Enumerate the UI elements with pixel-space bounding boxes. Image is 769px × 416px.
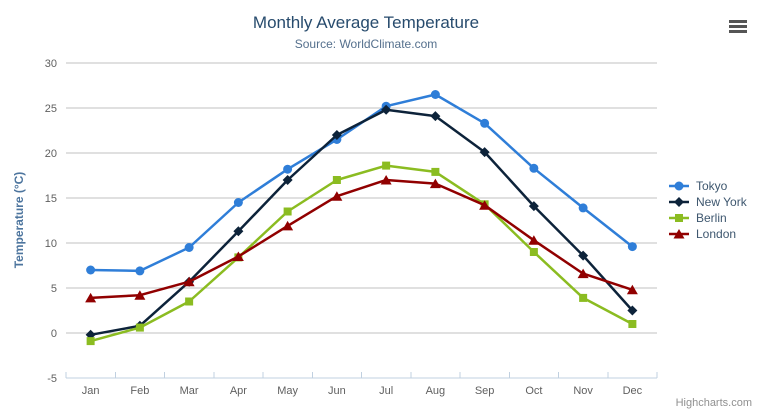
hamburger-menu-icon[interactable] xyxy=(729,20,747,34)
x-axis-label-aug: Aug xyxy=(426,385,446,397)
x-axis-label-jul: Jul xyxy=(379,385,393,397)
x-axis-label-apr: Apr xyxy=(230,385,247,397)
data-point-tokyo-oct[interactable] xyxy=(529,163,539,173)
x-axis-label-may: May xyxy=(277,385,298,397)
x-axis-label-dec: Dec xyxy=(623,385,643,397)
data-point-new-york-jul[interactable] xyxy=(381,104,392,115)
data-point-tokyo-apr[interactable] xyxy=(233,198,243,207)
legend-label-london: London xyxy=(696,227,737,241)
y-axis-label-25: 25 xyxy=(45,103,57,115)
legend-item-berlin[interactable]: Berlin xyxy=(668,210,747,226)
data-point-london-jun[interactable] xyxy=(331,191,343,201)
new-york-legend-marker-icon xyxy=(669,197,689,207)
data-point-tokyo-mar[interactable] xyxy=(184,243,194,252)
x-axis-label-oct: Oct xyxy=(525,385,542,397)
data-point-berlin-aug[interactable] xyxy=(431,167,440,176)
data-point-berlin-feb[interactable] xyxy=(135,323,144,332)
data-point-berlin-jan[interactable] xyxy=(86,337,95,346)
x-axis-label-feb: Feb xyxy=(130,385,149,397)
data-point-berlin-nov[interactable] xyxy=(579,293,588,302)
london-legend-marker-icon xyxy=(669,229,689,239)
legend-symbol-london xyxy=(673,229,685,239)
data-point-new-york-may[interactable] xyxy=(282,175,293,185)
data-point-tokyo-dec[interactable] xyxy=(627,242,637,252)
data-point-new-york-sep[interactable] xyxy=(479,147,490,158)
y-axis-label-10: 10 xyxy=(45,238,57,250)
legend-symbol-tokyo xyxy=(674,181,684,191)
data-point-london-apr[interactable] xyxy=(232,251,244,262)
data-point-berlin-jun[interactable] xyxy=(332,176,341,184)
data-point-london-nov[interactable] xyxy=(577,268,589,279)
data-point-london-jul[interactable] xyxy=(380,175,392,185)
data-point-new-york-aug[interactable] xyxy=(430,111,441,122)
legend-symbol-berlin xyxy=(675,214,683,222)
series-line-new-york xyxy=(89,108,634,337)
data-point-new-york-nov[interactable] xyxy=(578,250,589,261)
tokyo-legend-marker-icon xyxy=(669,181,689,191)
chart-subtitle: Source: WorldClimate.com xyxy=(294,37,438,51)
data-point-london-mar[interactable] xyxy=(183,276,195,287)
chart-title: Monthly Average Temperature xyxy=(252,13,480,32)
x-axis-label-sep: Sep xyxy=(475,385,495,397)
y-axis-label-15: 15 xyxy=(45,193,57,205)
legend-item-london[interactable]: London xyxy=(668,226,747,242)
data-point-tokyo-sep[interactable] xyxy=(480,118,490,128)
data-point-berlin-oct[interactable] xyxy=(529,248,538,256)
legend-symbol-new-york xyxy=(674,197,684,207)
data-point-tokyo-may[interactable] xyxy=(283,164,293,174)
series-line-london xyxy=(89,178,634,300)
data-point-tokyo-feb[interactable] xyxy=(135,266,145,276)
legend-label-tokyo: Tokyo xyxy=(696,179,728,193)
legend-item-tokyo[interactable]: Tokyo xyxy=(668,178,747,194)
data-point-new-york-dec[interactable] xyxy=(627,305,638,316)
data-point-london-dec[interactable] xyxy=(626,284,638,295)
data-point-london-oct[interactable] xyxy=(528,235,540,245)
data-point-berlin-may[interactable] xyxy=(283,207,292,216)
data-point-london-jan[interactable] xyxy=(85,292,97,303)
data-point-london-sep[interactable] xyxy=(479,200,491,210)
data-point-tokyo-aug[interactable] xyxy=(430,90,440,99)
data-point-tokyo-nov[interactable] xyxy=(578,203,588,213)
menu-bar xyxy=(729,25,747,28)
y-axis-label-20: 20 xyxy=(45,148,57,160)
x-axis-label-mar: Mar xyxy=(180,385,199,397)
menu-bar xyxy=(729,30,747,33)
data-point-london-feb[interactable] xyxy=(134,290,146,300)
y-axis-label-5: 5 xyxy=(51,283,57,295)
highcharts-credits-link[interactable]: Highcharts.com xyxy=(675,397,752,409)
series-line-berlin xyxy=(89,164,634,343)
menu-bar xyxy=(729,20,747,23)
x-axis-label-jun: Jun xyxy=(328,385,346,397)
data-point-london-aug[interactable] xyxy=(429,178,441,189)
legend-label-berlin: Berlin xyxy=(696,211,727,225)
y-axis-label-30: 30 xyxy=(45,58,57,70)
data-point-new-york-apr[interactable] xyxy=(233,226,244,237)
x-axis-label-jan: Jan xyxy=(82,385,100,397)
data-point-berlin-jul[interactable] xyxy=(382,161,391,170)
y-axis-label--5: -5 xyxy=(47,373,57,385)
data-point-berlin-mar[interactable] xyxy=(185,297,194,306)
x-axis-label-nov: Nov xyxy=(573,385,593,397)
data-point-new-york-jun[interactable] xyxy=(331,130,342,140)
legend-item-new-york[interactable]: New York xyxy=(668,194,747,210)
data-point-london-may[interactable] xyxy=(282,220,294,231)
legend: Tokyo New York Berlin London xyxy=(668,178,747,242)
data-point-berlin-dec[interactable] xyxy=(628,320,637,328)
data-point-tokyo-jan[interactable] xyxy=(86,265,96,275)
y-axis-label-0: 0 xyxy=(51,328,57,340)
data-point-new-york-oct[interactable] xyxy=(528,201,539,212)
legend-label-new-york: New York xyxy=(696,195,747,209)
berlin-legend-marker-icon xyxy=(669,214,689,222)
series-line-tokyo xyxy=(89,93,634,273)
